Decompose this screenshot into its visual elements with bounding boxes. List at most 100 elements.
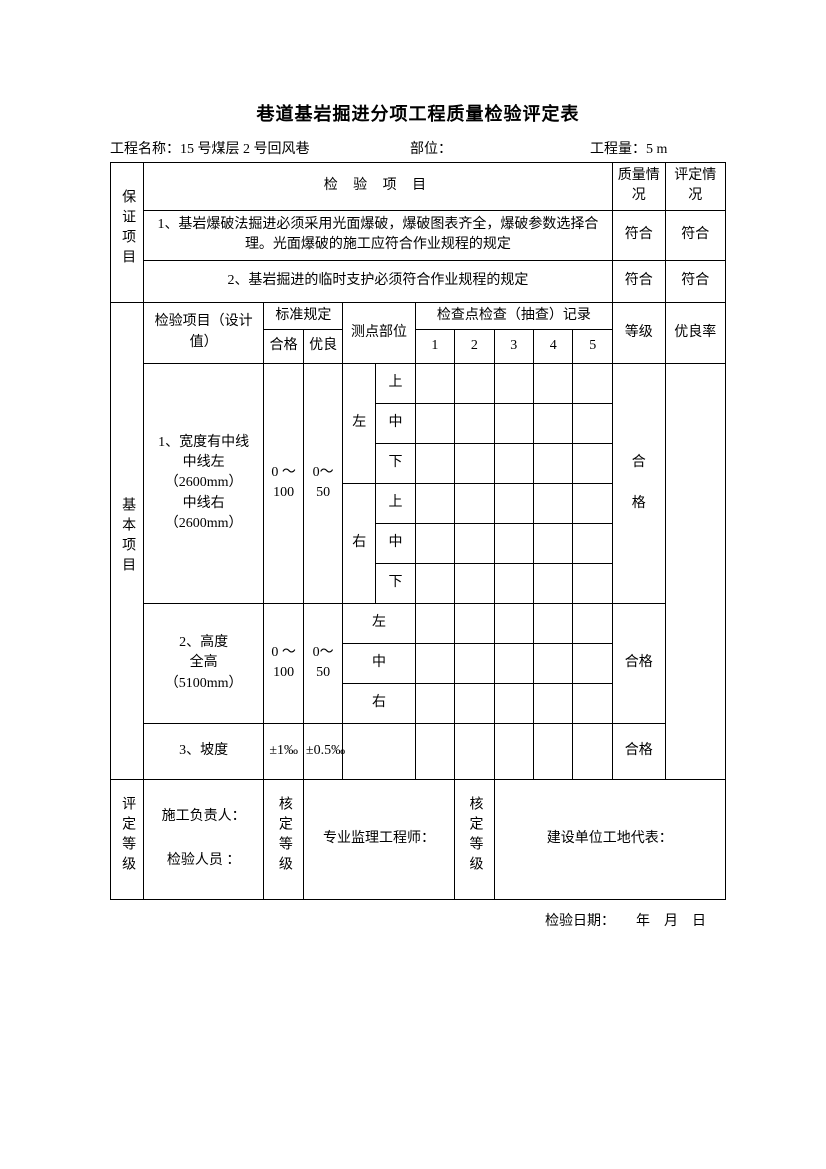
cell xyxy=(455,683,494,723)
basic-header-row-1: 基本项目 检验项目（设计值） 标准规定 测点部位 检查点检查（抽查）记录 等级 … xyxy=(111,302,726,329)
page-title: 巷道基岩掘进分项工程质量检验评定表 xyxy=(110,100,726,126)
basic-header-std: 标准规定 xyxy=(264,302,343,329)
cell xyxy=(415,443,454,483)
supervisor: 专业监理工程师： xyxy=(306,829,452,849)
basic-header-rate: 优良率 xyxy=(665,302,725,363)
guarantee-eval-1: 符合 xyxy=(665,210,725,260)
row2-pos-mid: 中 xyxy=(343,643,415,683)
guarantee-quality-1: 符合 xyxy=(613,210,666,260)
footer-date: 检验日期： 年 月 日 xyxy=(110,910,726,930)
meta-position: 部位： xyxy=(410,138,590,158)
guarantee-section-label: 保证项目 xyxy=(111,163,144,303)
basic-header-check: 检查点检查（抽查）记录 xyxy=(415,302,612,329)
row1-level: 合 格 xyxy=(613,363,666,603)
guarantee-row-1: 1、基岩爆破法掘进必须采用光面爆破，爆破图表齐全，爆破参数选择合理。光面爆破的施… xyxy=(111,210,726,260)
rating-left-block: 施工负责人： 检验人员 ： xyxy=(143,779,264,899)
cell xyxy=(494,403,533,443)
project-label: 工程名称： xyxy=(110,142,180,157)
row2-pos-right: 右 xyxy=(343,683,415,723)
month: 月 xyxy=(664,914,678,929)
cell xyxy=(494,443,533,483)
cell xyxy=(573,563,613,603)
day: 日 xyxy=(692,914,706,929)
meta-quantity: 工程量：5 m xyxy=(590,138,726,158)
row2-good: 0～50 xyxy=(303,603,342,723)
cell xyxy=(494,603,533,643)
cell xyxy=(455,523,494,563)
cell xyxy=(455,643,494,683)
cell xyxy=(534,363,573,403)
cell xyxy=(455,563,494,603)
row3-level: 合格 xyxy=(613,723,666,779)
cell xyxy=(573,403,613,443)
cell xyxy=(415,723,454,779)
cell xyxy=(534,603,573,643)
cell xyxy=(573,723,613,779)
cell xyxy=(415,683,454,723)
owner-rep: 建设单位工地代表： xyxy=(497,829,723,849)
supervisor-block: 专业监理工程师： xyxy=(303,779,454,899)
cell xyxy=(455,363,494,403)
rating-row: 评定等级 施工负责人： 检验人员 ： 核定等级 专业监理工程师： 核定等级 建设… xyxy=(111,779,726,899)
cell xyxy=(455,723,494,779)
cell xyxy=(494,723,533,779)
row3-pass: ±1‰ xyxy=(264,723,303,779)
page: 巷道基岩掘进分项工程质量检验评定表 工程名称：15 号煤层 2 号回风巷 部位：… xyxy=(0,0,826,1169)
row2-pos-left: 左 xyxy=(343,603,415,643)
position-label: 部位： xyxy=(410,142,452,157)
basic-section-label: 基本项目 xyxy=(111,302,144,779)
cell xyxy=(534,723,573,779)
cell xyxy=(494,683,533,723)
cell xyxy=(573,483,613,523)
row2-level: 合格 xyxy=(613,603,666,723)
row2-name: 2、高度 全高 （5100mm） xyxy=(143,603,264,723)
cell xyxy=(573,603,613,643)
cell xyxy=(415,643,454,683)
rate-cell xyxy=(665,363,725,779)
year: 年 xyxy=(636,914,650,929)
cell xyxy=(534,683,573,723)
row3-pos xyxy=(343,723,415,779)
cell xyxy=(415,403,454,443)
basic-header-level: 等级 xyxy=(613,302,666,363)
check-num-5: 5 xyxy=(573,329,613,363)
meta-row: 工程名称：15 号煤层 2 号回风巷 部位： 工程量：5 m xyxy=(110,138,726,158)
cell xyxy=(534,563,573,603)
guarantee-row-2: 2、基岩掘进的临时支护必须符合作业规程的规定 符合 符合 xyxy=(111,260,726,302)
row1-pos-up-r: 上 xyxy=(376,483,415,523)
date-label: 检验日期： xyxy=(545,914,615,929)
rating-section-label: 评定等级 xyxy=(111,779,144,899)
cell xyxy=(494,523,533,563)
cell xyxy=(455,603,494,643)
cell xyxy=(534,523,573,563)
row1-name: 1、宽度有中线 中线左 （2600mm） 中线右 （2600mm） xyxy=(143,363,264,603)
guarantee-text-2: 2、基岩掘进的临时支护必须符合作业规程的规定 xyxy=(143,260,612,302)
cell xyxy=(494,483,533,523)
quantity-label: 工程量： xyxy=(590,142,646,157)
row1-pos-mid-l: 中 xyxy=(376,403,415,443)
check-num-3: 3 xyxy=(494,329,533,363)
row2-pass: 0 ～100 xyxy=(264,603,303,723)
construct-lead: 施工负责人： xyxy=(146,807,262,827)
cell xyxy=(534,483,573,523)
guarantee-header-item: 检 验 项 目 xyxy=(143,163,612,211)
cell xyxy=(534,443,573,483)
basic-header-pass: 合格 xyxy=(264,329,303,363)
cell xyxy=(534,643,573,683)
cell xyxy=(455,483,494,523)
basic-row1-1: 1、宽度有中线 中线左 （2600mm） 中线右 （2600mm） 0 ～100… xyxy=(111,363,726,403)
guarantee-header-quality: 质量情况 xyxy=(613,163,666,211)
check-num-1: 1 xyxy=(415,329,454,363)
basic-header-point: 测点部位 xyxy=(343,302,415,363)
cell xyxy=(415,483,454,523)
main-table: 保证项目 检 验 项 目 质量情况 评定情况 1、基岩爆破法掘进必须采用光面爆破… xyxy=(110,162,726,900)
cell xyxy=(573,363,613,403)
core-level-2: 核定等级 xyxy=(455,779,494,899)
cell xyxy=(494,363,533,403)
guarantee-quality-2: 符合 xyxy=(613,260,666,302)
check-num-2: 2 xyxy=(455,329,494,363)
cell xyxy=(573,643,613,683)
basic-row2-1: 2、高度 全高 （5100mm） 0 ～100 0～50 左 合格 xyxy=(111,603,726,643)
cell xyxy=(573,683,613,723)
guarantee-text-1: 1、基岩爆破法掘进必须采用光面爆破，爆破图表齐全，爆破参数选择合理。光面爆破的施… xyxy=(143,210,612,260)
